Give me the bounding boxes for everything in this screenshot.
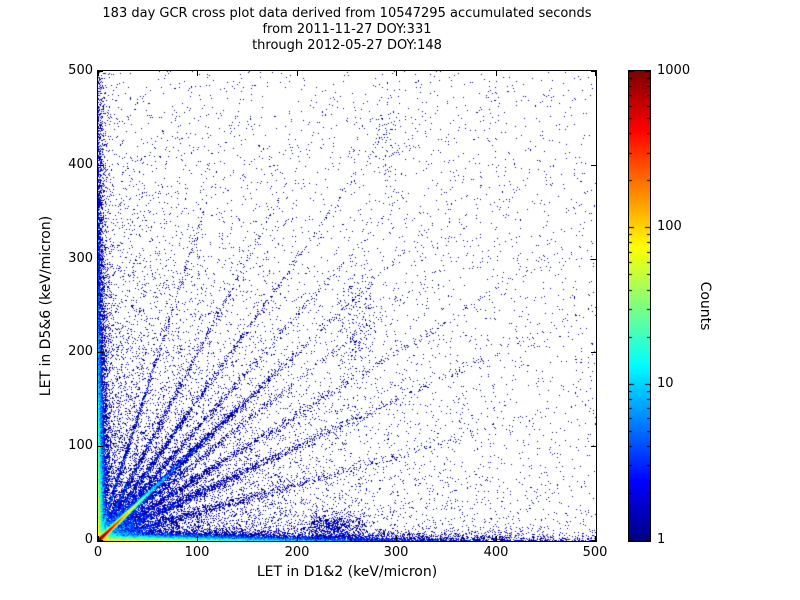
y-tick-mark (591, 259, 596, 260)
colorbar (628, 70, 651, 542)
y-tick-label: 0 (84, 532, 93, 547)
x-tick-mark (98, 71, 99, 76)
y-tick-mark (591, 165, 596, 166)
x-tick-mark (496, 71, 497, 76)
colorbar-tick-label: 100 (657, 219, 682, 234)
colorbar-canvas (629, 71, 650, 541)
y-tick-label: 400 (68, 157, 93, 172)
x-axis-label: LET in D1&2 (keV/micron) (256, 564, 438, 580)
x-tick-mark (98, 536, 99, 541)
x-tick-label: 500 (582, 545, 608, 560)
y-tick-mark (98, 71, 103, 72)
y-tick-mark (591, 352, 596, 353)
x-tick-mark (496, 536, 497, 541)
y-tick-mark (591, 540, 596, 541)
colorbar-label: Counts (697, 281, 713, 331)
chart-title: 183 day GCR cross plot data derived from… (102, 6, 592, 21)
y-axis-label: LET in D5&6 (keV/micron) (38, 215, 54, 397)
y-tick-label: 200 (68, 344, 93, 359)
y-tick-mark (98, 259, 103, 260)
y-tick-label: 300 (68, 251, 93, 266)
colorbar-tick-label: 1000 (657, 63, 691, 78)
x-tick-label: 300 (383, 545, 409, 560)
y-tick-mark (98, 446, 103, 447)
y-tick-label: 100 (68, 438, 93, 453)
x-tick-mark (396, 536, 397, 541)
x-tick-mark (197, 71, 198, 76)
y-tick-mark (98, 352, 103, 353)
x-tick-mark (595, 536, 596, 541)
colorbar-tick-label: 10 (657, 376, 674, 391)
x-tick-label: 0 (93, 545, 103, 560)
y-tick-label: 500 (68, 63, 93, 78)
chart-title-block: 183 day GCR cross plot data derived from… (97, 6, 597, 54)
plot-area (97, 70, 597, 542)
colorbar-tick-label: 1 (657, 532, 666, 547)
x-tick-label: 400 (483, 545, 509, 560)
x-tick-label: 200 (284, 545, 310, 560)
chart-subtitle-line1: from 2011-11-27 DOY:331 (262, 22, 432, 37)
y-tick-mark (591, 71, 596, 72)
x-tick-mark (297, 536, 298, 541)
y-tick-mark (98, 165, 103, 166)
x-tick-mark (396, 71, 397, 76)
x-tick-label: 100 (184, 545, 210, 560)
y-tick-mark (591, 446, 596, 447)
x-tick-mark (297, 71, 298, 76)
x-tick-mark (595, 71, 596, 76)
x-tick-mark (197, 536, 198, 541)
y-tick-mark (98, 540, 103, 541)
chart-subtitle-line2: through 2012-05-27 DOY:148 (252, 38, 442, 53)
scatter-canvas (98, 71, 596, 541)
